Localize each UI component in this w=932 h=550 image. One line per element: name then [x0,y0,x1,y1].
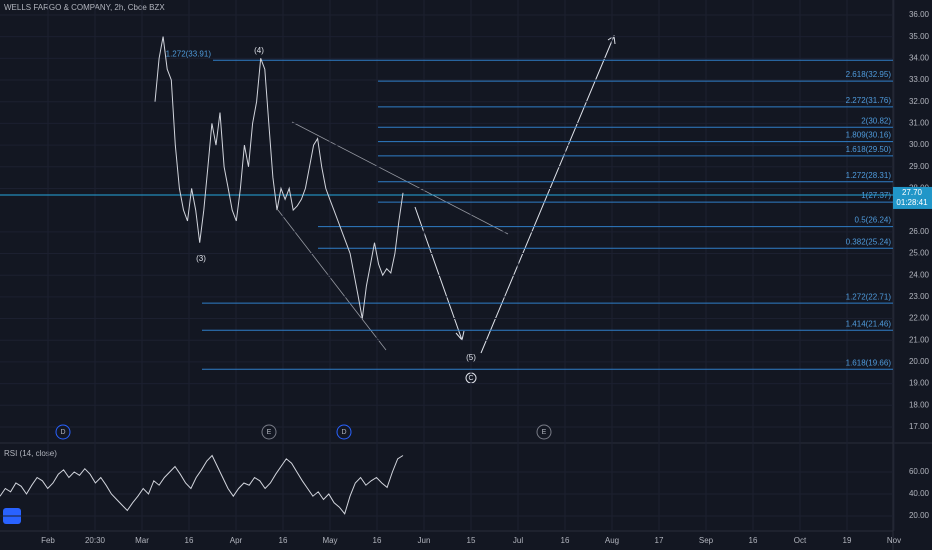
y-tick-label: 35.00 [909,32,930,41]
x-tick-label: 16 [373,536,382,545]
wave-label: (3) [196,254,206,263]
price-badge [893,186,932,209]
y-tick-label: 20.00 [909,357,930,366]
y-tick-label: 24.00 [909,270,930,279]
x-tick-label: 16 [279,536,288,545]
y-tick-label: 18.00 [909,400,930,409]
x-tick-label: Feb [41,536,55,545]
trendline [291,121,509,235]
x-tick-label: Oct [794,536,807,545]
x-tick-label: Mar [135,536,149,545]
current-price-label: 27.70 [902,188,923,197]
fib-label: 1.272(22.71) [846,292,892,301]
y-tick-label: 26.00 [909,227,930,236]
y-tick-label: 60.00 [909,467,930,476]
rsi-line [0,454,404,515]
fib-label: 1.618(19.66) [846,358,892,367]
event-label: D [60,429,65,436]
trendline [277,209,387,351]
x-tick-label: Sep [699,536,714,545]
y-tick-label: 17.00 [909,422,930,431]
fib-label: 1.272(28.31) [846,171,892,180]
x-tick-label: 17 [655,536,664,545]
wave-label: C [468,375,473,382]
y-tick-label: 34.00 [909,53,930,62]
y-tick-label: 19.00 [909,379,930,388]
y-tick-label: 32.00 [909,97,930,106]
wave-label: (4) [254,46,264,55]
x-tick-label: 16 [185,536,194,545]
wave-label: (5) [466,353,476,362]
fib-label: 1.809(30.16) [846,131,892,140]
y-tick-label: 23.00 [909,292,930,301]
x-tick-label: 16 [749,536,758,545]
event-marker [336,424,352,440]
fib-label: 1.272(33.91) [166,49,212,58]
fib-label: 2.272(31.76) [846,96,892,105]
chart-title: WELLS FARGO & COMPANY, 2h, Cboe BZX [4,3,165,12]
fib-label: 1(27.37) [861,191,891,200]
x-tick-label: Aug [605,536,619,545]
event-label: E [542,429,547,436]
y-tick-label: 33.00 [909,75,930,84]
fib-label: 0.5(26.24) [855,216,892,225]
x-tick-label: 20:30 [85,536,106,545]
x-tick-label: Apr [230,536,243,545]
fib-label: 1.414(21.46) [846,319,892,328]
rsi-title: RSI (14, close) [4,449,57,458]
arrow [414,206,463,341]
x-tick-label: Nov [887,536,901,545]
y-tick-label: 21.00 [909,335,930,344]
event-label: E [267,429,272,436]
x-tick-label: Jul [513,536,523,545]
event-marker [55,424,71,440]
x-tick-label: 15 [467,536,476,545]
y-tick-label: 31.00 [909,119,930,128]
y-tick-label: 22.00 [909,314,930,323]
event-marker [261,424,277,440]
arrow-head [607,35,616,45]
y-tick-label: 29.00 [909,162,930,171]
event-marker [536,424,552,440]
countdown: 01:28:41 [896,198,928,207]
fib-label: 2.618(32.95) [846,70,892,79]
y-tick-label: 25.00 [909,249,930,258]
x-tick-label: 19 [843,536,852,545]
fib-label: 1.618(29.50) [846,145,892,154]
y-tick-label: 36.00 [909,10,930,19]
price-line [154,36,404,319]
fib-label: 2(30.82) [861,116,891,125]
event-label: D [341,429,346,436]
x-tick-label: Jun [418,536,431,545]
x-tick-label: 16 [561,536,570,545]
fib-label: 0.382(25.24) [846,237,892,246]
y-tick-label: 40.00 [909,489,930,498]
x-tick-label: May [322,536,337,545]
y-tick-label: 20.00 [909,511,930,520]
y-tick-label: 30.00 [909,140,930,149]
